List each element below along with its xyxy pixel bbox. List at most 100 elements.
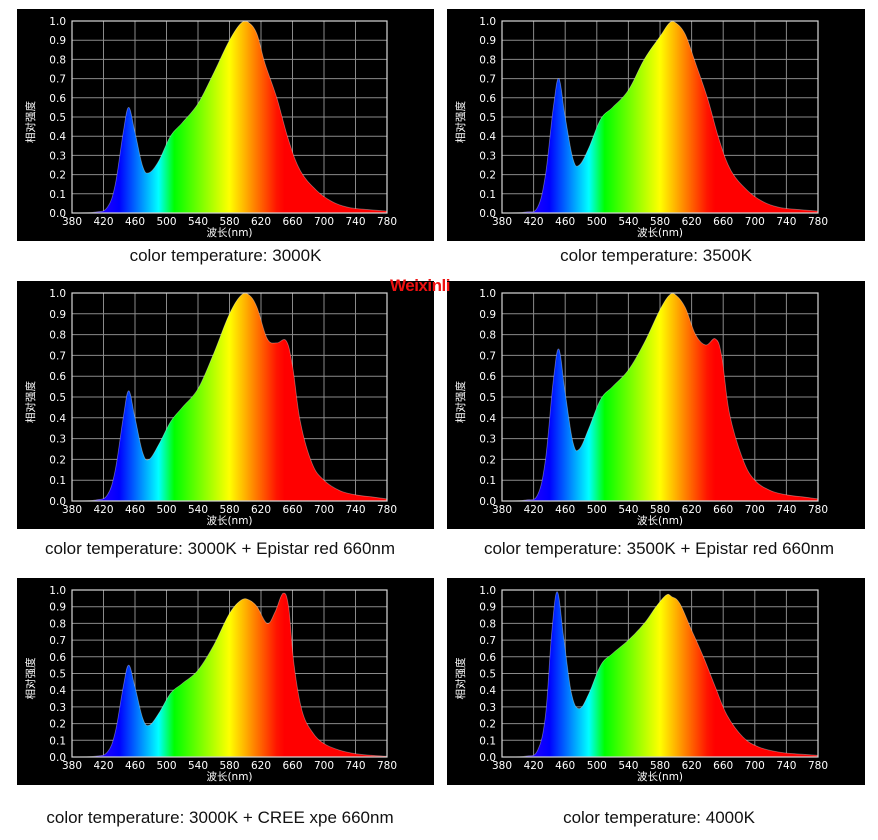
spectrum-line <box>501 20 819 214</box>
x-tick-label: 660 <box>713 504 733 516</box>
plot-frame <box>501 292 819 502</box>
y-tick-label: 0.5 <box>49 112 66 124</box>
y-tick-label: 0.6 <box>49 371 66 383</box>
x-tick-label: 740 <box>345 504 365 516</box>
x-tick-label: 740 <box>345 216 365 228</box>
y-tick-label: 1.0 <box>49 585 66 597</box>
y-tick-label: 0.7 <box>49 350 66 362</box>
x-tick-label: 460 <box>555 504 575 516</box>
x-tick-label: 460 <box>125 216 145 228</box>
spectrum-line <box>71 592 388 758</box>
caption-3000k-epistar: color temperature: 3000K + Epistar red 6… <box>44 539 396 558</box>
y-tick-label: 0.1 <box>49 475 66 487</box>
plot-frame <box>501 589 819 758</box>
x-tick-label: 660 <box>282 216 302 228</box>
x-tick-label: 420 <box>93 760 113 772</box>
y-tick-label: 0.1 <box>49 735 66 747</box>
x-tick-label: 540 <box>188 216 208 228</box>
x-axis-label: 波长(nm) <box>206 514 252 527</box>
x-axis-label: 波长(nm) <box>637 770 683 783</box>
y-tick-label: 0.9 <box>479 35 496 47</box>
y-axis-label: 相对强度 <box>24 381 37 423</box>
x-tick-label: 660 <box>713 216 733 228</box>
y-tick-label: 1.0 <box>49 288 66 300</box>
y-tick-label: 0.1 <box>479 475 496 487</box>
y-tick-label: 0.0 <box>49 752 66 764</box>
y-tick-label: 0.0 <box>49 496 66 508</box>
y-axis-label: 相对强度 <box>454 657 467 699</box>
x-tick-label: 420 <box>93 504 113 516</box>
y-tick-label: 0.2 <box>49 454 66 466</box>
y-tick-label: 0.7 <box>49 635 66 647</box>
y-tick-label: 0.2 <box>479 454 496 466</box>
y-axis-label: 相对强度 <box>454 101 467 143</box>
y-tick-label: 0.8 <box>479 330 496 342</box>
y-tick-label: 0.9 <box>479 602 496 614</box>
y-tick-label: 0.6 <box>479 652 496 664</box>
caption-3000k: color temperature: 3000K <box>129 246 322 265</box>
spectrum-area <box>72 593 387 757</box>
caption-3500k: color temperature: 3500K <box>560 246 752 265</box>
x-tick-label: 700 <box>314 760 334 772</box>
y-tick-label: 0.9 <box>49 602 66 614</box>
y-tick-label: 0.5 <box>479 392 496 404</box>
x-tick-label: 620 <box>251 760 271 772</box>
x-tick-label: 780 <box>808 504 828 516</box>
spectrum-area <box>502 293 818 501</box>
y-tick-label: 0.9 <box>49 309 66 321</box>
x-tick-label: 540 <box>618 760 638 772</box>
y-tick-label: 0.8 <box>479 618 496 630</box>
x-tick-label: 500 <box>587 504 607 516</box>
y-tick-label: 0.4 <box>49 413 66 425</box>
spectrum-chart: 0.0 0.1 0.2 0.3 0.4 0.5 0.6 0.7 0.8 0.9 1.0 380 420 4… <box>454 288 828 527</box>
x-tick-label: 460 <box>125 760 145 772</box>
y-axis-label: 相对强度 <box>24 657 37 699</box>
x-tick-label: 540 <box>618 216 638 228</box>
y-axis-label: 相对强度 <box>24 101 37 143</box>
caption-4000k: color temperature: 4000K <box>563 808 755 827</box>
spectrum-area <box>72 20 387 213</box>
x-tick-label: 580 <box>219 216 239 228</box>
x-tick-label: 460 <box>125 504 145 516</box>
y-tick-label: 0.5 <box>49 392 66 404</box>
x-tick-label: 660 <box>282 760 302 772</box>
chart-panel-4000k: 0.0 0.1 0.2 0.3 0.4 0.5 0.6 0.7 0.8 0.9 1.0 380 420 4… <box>447 578 865 785</box>
y-tick-label: 0.3 <box>49 434 66 446</box>
x-tick-label: 380 <box>492 760 512 772</box>
spectrum-chart: 0.0 0.1 0.2 0.3 0.4 0.5 0.6 0.7 0.8 0.9 1.0 380 420 4… <box>24 288 397 527</box>
x-tick-label: 580 <box>650 216 670 228</box>
y-tick-label: 0.7 <box>479 635 496 647</box>
x-axis-label: 波长(nm) <box>637 226 683 239</box>
chart-panel-3500k-epistar: 0.0 0.1 0.2 0.3 0.4 0.5 0.6 0.7 0.8 0.9 1.0 380 420 4… <box>447 281 865 529</box>
y-tick-label: 1.0 <box>479 585 496 597</box>
x-tick-label: 700 <box>314 504 334 516</box>
y-tick-label: 0.3 <box>49 150 66 162</box>
x-tick-label: 420 <box>524 504 544 516</box>
x-tick-label: 700 <box>745 216 765 228</box>
x-tick-label: 380 <box>492 504 512 516</box>
y-tick-label: 0.2 <box>479 719 496 731</box>
y-tick-label: 0.6 <box>49 652 66 664</box>
chart-panel-3000k-cree: 0.0 0.1 0.2 0.3 0.4 0.5 0.6 0.7 0.8 0.9 1.0 380 420 4… <box>17 578 434 785</box>
x-axis-label: 波长(nm) <box>206 770 252 783</box>
y-tick-label: 0.8 <box>49 54 66 66</box>
x-tick-label: 380 <box>492 216 512 228</box>
x-tick-label: 620 <box>682 216 702 228</box>
x-tick-label: 540 <box>618 504 638 516</box>
x-axis-label: 波长(nm) <box>637 514 683 527</box>
x-tick-label: 740 <box>776 760 796 772</box>
y-tick-label: 0.1 <box>49 189 66 201</box>
plot-frame <box>71 292 388 502</box>
x-tick-label: 780 <box>377 216 397 228</box>
y-tick-label: 0.5 <box>479 112 496 124</box>
x-tick-label: 620 <box>251 216 271 228</box>
x-tick-label: 380 <box>62 504 82 516</box>
x-tick-label: 780 <box>808 760 828 772</box>
plot-frame <box>71 589 388 758</box>
y-tick-label: 0.3 <box>479 702 496 714</box>
x-tick-label: 540 <box>188 760 208 772</box>
x-tick-label: 620 <box>682 760 702 772</box>
x-tick-label: 580 <box>650 760 670 772</box>
y-tick-label: 0.4 <box>49 131 66 143</box>
spectrum-chart: 0.0 0.1 0.2 0.3 0.4 0.5 0.6 0.7 0.8 0.9 1.0 380 420 4… <box>24 16 397 239</box>
